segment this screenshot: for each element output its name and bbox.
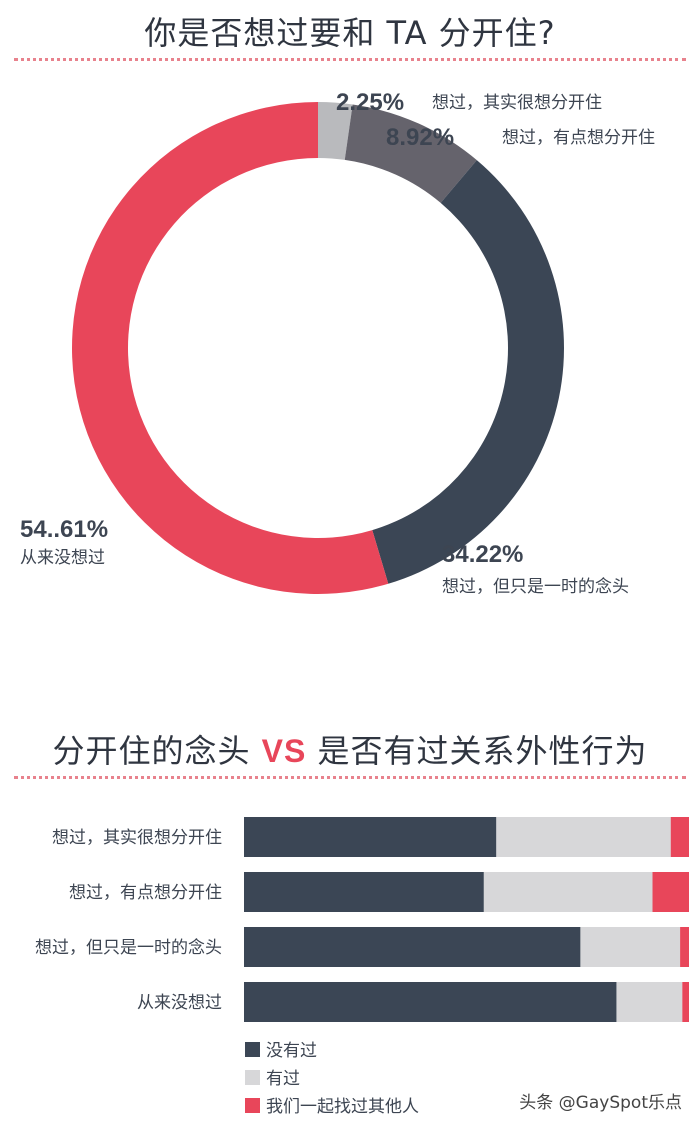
donut-pct-label-4: 54..61%: [20, 516, 108, 543]
donut-pct-label-1: 2.25%: [336, 89, 404, 116]
donut-slice-4: [71, 102, 389, 594]
legend-label: 有过: [266, 1069, 300, 1089]
bar-segment-1: [244, 982, 617, 1022]
legend-swatch: [245, 1070, 260, 1085]
bar-segment-1: [244, 817, 497, 857]
bar-segment-3: [652, 872, 689, 912]
bar-chart-title-vs: VS: [261, 733, 307, 769]
donut-chart-title: 你是否想过要和 TA 分开住?: [144, 14, 556, 52]
bar-chart-title-part2: 是否有过关系外性行为: [317, 732, 648, 770]
donut-slice-2: [344, 104, 477, 203]
legend-swatch: [245, 1098, 260, 1113]
donut-pct-label-3: 34.22%: [442, 541, 523, 568]
bar-segment-3: [680, 927, 689, 967]
bar-segment-2: [483, 872, 653, 912]
donut-category-label-1: 想过，其实很想分开住: [432, 93, 602, 113]
bar-segment-3: [682, 982, 689, 1022]
bar-chart-title: 分开住的念头 VS 是否有过关系外性行为: [0, 726, 700, 772]
bar-segment-1: [244, 872, 484, 912]
donut-pct-label-2: 8.92%: [386, 124, 454, 151]
bar-chart-title-part1: 分开住的念头: [52, 732, 251, 770]
watermark-text: 头条 @GaySpot乐点: [519, 1093, 682, 1113]
title-divider: [14, 58, 686, 61]
legend-swatch: [245, 1042, 260, 1057]
donut-category-label-2: 想过，有点想分开住: [502, 128, 655, 148]
title-divider: [14, 776, 686, 779]
bar-segment-2: [496, 817, 671, 857]
bar-segment-2: [616, 982, 683, 1022]
donut-slice-1: [318, 102, 353, 160]
bar-category-label: 从来没想过: [137, 993, 222, 1013]
donut-category-label-4: 从来没想过: [20, 548, 105, 568]
bar-category-label: 想过，有点想分开住: [69, 883, 222, 903]
legend-label: 我们一起找过其他人: [266, 1097, 419, 1117]
bar-segment-2: [580, 927, 681, 967]
donut-category-label-3: 想过，但只是一时的念头: [442, 576, 629, 597]
bar-category-label: 想过，其实很想分开住: [52, 828, 222, 848]
bar-category-label: 想过，但只是一时的念头: [35, 937, 222, 958]
legend-label: 没有过: [266, 1041, 317, 1061]
bar-segment-3: [670, 817, 689, 857]
donut-slice-3: [372, 160, 564, 584]
bar-segment-1: [244, 927, 581, 967]
